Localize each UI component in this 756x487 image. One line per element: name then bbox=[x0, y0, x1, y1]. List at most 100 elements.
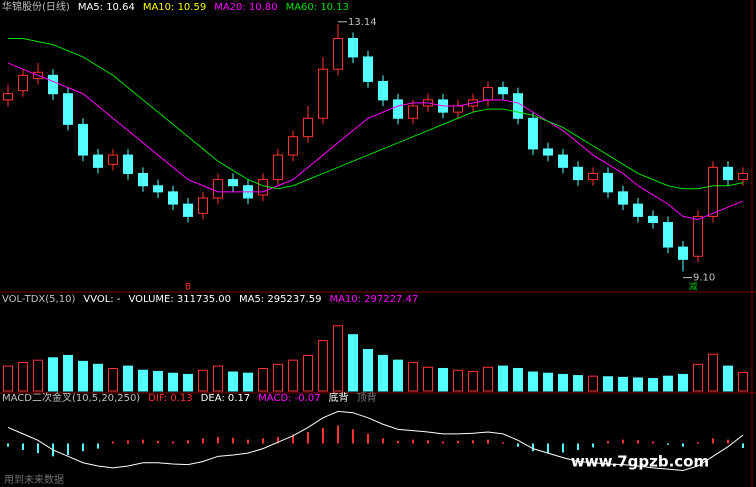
volume-bar bbox=[693, 363, 703, 392]
candle-body bbox=[573, 166, 583, 181]
legend-entry: 底背 bbox=[329, 391, 349, 404]
candle-body bbox=[723, 166, 733, 181]
volume-bar bbox=[3, 365, 13, 392]
candle-body bbox=[618, 191, 628, 205]
volume-bar bbox=[303, 354, 313, 392]
candle-body bbox=[678, 246, 688, 260]
volume-bar bbox=[318, 340, 328, 392]
legend-entry: MA60: 10.13 bbox=[286, 2, 349, 13]
candle-body bbox=[213, 179, 223, 199]
candle-body bbox=[123, 154, 133, 174]
candle-body bbox=[603, 172, 613, 193]
legend-entry: DIF: 0.13 bbox=[148, 393, 192, 404]
candle-body bbox=[633, 203, 643, 217]
legend-entry: MA5: 10.64 bbox=[78, 2, 135, 13]
legend-entry: MACD: -0.07 bbox=[258, 393, 320, 404]
candle-body bbox=[18, 74, 28, 92]
volume-bar bbox=[498, 365, 508, 392]
candle-body bbox=[198, 197, 208, 214]
candle-body bbox=[303, 117, 313, 138]
candle-body bbox=[663, 222, 673, 248]
volume-bar bbox=[258, 367, 268, 392]
candle-body bbox=[378, 80, 388, 101]
candle-body bbox=[108, 154, 118, 165]
candle-body bbox=[558, 154, 568, 168]
candle-body bbox=[453, 105, 463, 113]
candle-body bbox=[408, 105, 418, 119]
volume-bar bbox=[123, 365, 133, 392]
volume-bar bbox=[93, 363, 103, 392]
volume-bar bbox=[453, 369, 463, 392]
volume-bar bbox=[213, 365, 223, 392]
volume-bar bbox=[198, 369, 208, 392]
candle-body bbox=[513, 93, 523, 119]
volume-bar bbox=[468, 370, 478, 392]
volume-bar bbox=[183, 373, 193, 392]
legend-entry: DEA: 0.17 bbox=[201, 393, 251, 404]
volume-bar bbox=[168, 372, 178, 392]
candle-body bbox=[168, 191, 178, 205]
candle-body bbox=[63, 93, 73, 125]
candle-body bbox=[153, 185, 163, 193]
candle-body bbox=[528, 117, 538, 150]
panel-title: 华锦股份(日线) bbox=[2, 0, 70, 13]
signal-label: 减 bbox=[688, 281, 697, 293]
volume-bar bbox=[618, 376, 628, 392]
volume-bar bbox=[288, 359, 298, 392]
candle-body bbox=[348, 38, 358, 58]
volume-bar bbox=[573, 375, 583, 392]
volume-bar bbox=[423, 366, 433, 392]
candle-body bbox=[3, 93, 13, 101]
candle-body bbox=[543, 148, 553, 156]
candle-body bbox=[138, 172, 148, 187]
volume-bar bbox=[678, 373, 688, 392]
candle-body bbox=[588, 172, 598, 181]
legend-entry: MA20: 10.80 bbox=[214, 2, 277, 13]
volume-bar bbox=[363, 349, 373, 392]
candle-body bbox=[288, 136, 298, 156]
candle-body bbox=[648, 215, 658, 224]
legend-entry: VOLUME: 311735.00 bbox=[128, 294, 231, 305]
legend-entry: MA10: 297227.47 bbox=[329, 294, 418, 305]
volume-bar bbox=[348, 334, 358, 392]
volume-bar bbox=[138, 369, 148, 392]
volume-bar bbox=[63, 354, 73, 392]
candle-body bbox=[738, 172, 748, 181]
candle-body bbox=[393, 99, 403, 119]
candle-body bbox=[333, 38, 343, 70]
legend-entry: MA10: 10.59 bbox=[143, 2, 206, 13]
legend-entry: VVOL: - bbox=[83, 294, 120, 305]
candle-body bbox=[48, 74, 58, 95]
volume-bar bbox=[558, 373, 568, 392]
legend-entry: MA5: 295237.59 bbox=[239, 294, 321, 305]
volume-bar bbox=[243, 372, 253, 392]
volume-bar bbox=[633, 377, 643, 392]
volume-bar bbox=[408, 362, 418, 392]
volume-bar bbox=[738, 372, 748, 392]
panel-title: MACD二次金叉(10,5,20,250) bbox=[2, 391, 140, 404]
volume-bar bbox=[483, 366, 493, 392]
candle-body bbox=[273, 154, 283, 181]
volume-bar bbox=[603, 376, 613, 392]
footer-note: 用到未来数据 bbox=[4, 473, 64, 486]
volume-bar bbox=[33, 359, 43, 392]
legend-entry: 顶背 bbox=[357, 391, 377, 404]
volume-bar bbox=[78, 360, 88, 392]
extreme-label: 13.14 bbox=[348, 17, 377, 28]
volume-bar bbox=[108, 367, 118, 392]
volume-bar bbox=[513, 367, 523, 392]
volume-bar bbox=[378, 354, 388, 392]
volume-bar bbox=[48, 357, 58, 392]
volume-bar bbox=[393, 359, 403, 392]
candle-body bbox=[363, 56, 373, 82]
volume-bar bbox=[663, 375, 673, 392]
volume-bar bbox=[273, 363, 283, 392]
candle-body bbox=[708, 166, 718, 217]
panel-title: VOL-TDX(5,10) bbox=[2, 294, 75, 305]
watermark: www.7gpzb.com bbox=[571, 453, 709, 471]
volume-bar bbox=[648, 378, 658, 392]
dif-line bbox=[7, 410, 744, 471]
volume-bar bbox=[18, 362, 28, 392]
candle-body bbox=[93, 154, 103, 168]
